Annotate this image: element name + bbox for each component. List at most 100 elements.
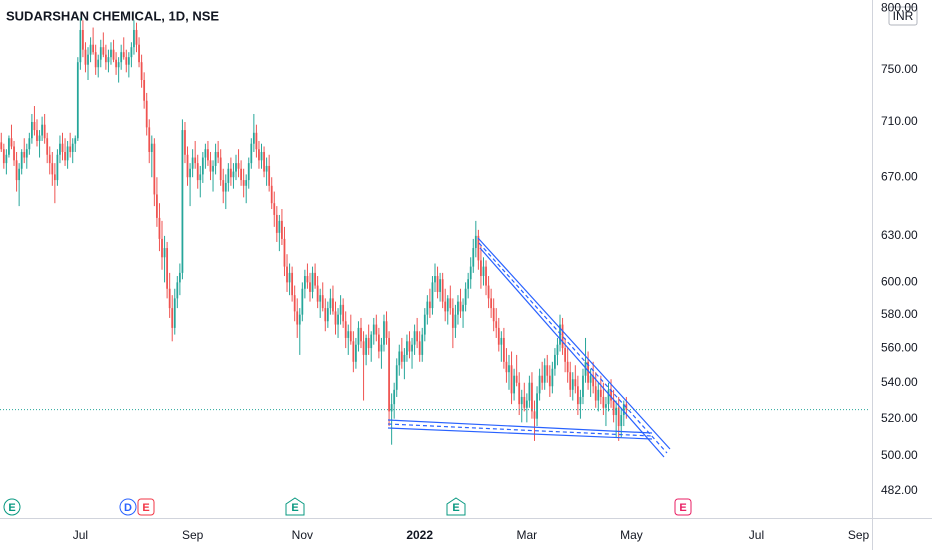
candle-body [166,248,169,289]
candle-body [541,375,544,383]
candle-body [495,321,498,328]
candle-body [352,341,355,362]
candle-body [48,154,51,164]
candle-body [344,321,347,338]
trend-lines[interactable] [387,237,671,458]
candle-body [347,331,350,338]
event-label[interactable]: E [291,502,298,514]
candle-body [362,341,365,355]
candle-body [43,124,46,139]
event-icon[interactable] [119,498,137,516]
candle-body [400,351,403,362]
candle-body [99,47,102,60]
trend-line[interactable] [387,419,653,434]
currency-label[interactable]: INR [893,9,914,23]
candle-body [196,163,199,181]
y-tick-label: 482.00 [881,483,918,497]
x-tick-label: Sep [848,528,870,542]
candle-body [439,279,441,292]
candle-body [275,214,278,233]
candle-body [469,266,472,280]
candle-body [173,298,176,328]
candle-body [370,334,373,349]
candle-body [502,337,505,362]
candle-body [153,143,156,195]
candle-body [554,354,556,369]
event-label[interactable]: E [679,502,686,514]
candle-body [53,174,56,181]
candle-body [416,331,419,342]
candle-body [508,365,510,373]
event-label[interactable]: D [124,502,132,514]
candle-body [426,301,429,315]
candle-body [168,288,171,309]
candle-body [171,308,174,328]
candle-body [377,334,380,352]
candle-body [219,157,222,181]
candle-body [76,62,79,139]
candle-body [222,180,225,192]
candle-body [301,288,304,315]
candle-body [617,407,620,427]
candle-body [25,149,28,158]
candle-body [533,411,536,419]
y-tick-label: 540.00 [881,375,918,389]
candle-body [107,57,110,63]
event-label[interactable]: E [8,502,15,514]
candle-body [158,217,161,239]
candle-body [434,276,436,283]
candle-body [408,341,411,352]
candle-body [148,127,151,152]
candle-body [127,57,130,65]
candle-body [592,375,595,387]
candle-body [235,163,237,172]
candle-body [184,130,186,155]
candle-body [69,146,72,152]
event-icon[interactable] [285,497,305,516]
event-icon[interactable] [674,498,692,516]
candle-body [125,57,128,65]
candle-body [306,276,309,283]
candle-body [523,396,526,408]
event-label[interactable]: E [452,502,459,514]
event-label[interactable]: E [142,502,149,514]
candle-body [145,100,148,128]
candle-body [5,154,8,164]
y-tick-label: 600.00 [881,275,918,289]
candle-body [505,361,508,373]
candle-body [559,324,561,345]
candle-body [418,341,421,355]
event-icon[interactable] [3,498,21,516]
candle-body [520,396,523,405]
event-icon[interactable] [137,498,155,516]
candle-body [610,389,612,401]
trend-line[interactable] [387,423,653,437]
candle-body [441,279,444,302]
event-icon[interactable] [446,497,466,516]
candle-body [395,365,398,390]
candle-body [334,311,337,325]
candle-body [582,375,584,397]
candle-body [133,29,135,48]
trend-line[interactable] [479,247,665,458]
candle-body [421,334,424,355]
trend-line[interactable] [478,242,668,454]
candle-body [538,375,541,394]
candle-body [497,327,500,345]
candle-body [385,321,388,338]
candle-body [332,298,334,312]
candle-body [138,44,140,63]
candle-body [321,295,324,309]
candle-body [367,337,370,349]
candle-body [357,327,360,345]
y-tick-label: 800.00 [881,0,918,14]
candle-body [102,47,105,55]
trend-line[interactable] [387,427,653,440]
trend-line[interactable] [477,237,671,450]
x-tick-label: Jul [749,528,764,542]
candle-body [597,389,600,401]
candle-body [365,337,368,355]
candle-body [411,344,413,352]
candle-body [454,314,457,328]
currency-box[interactable] [888,6,918,26]
